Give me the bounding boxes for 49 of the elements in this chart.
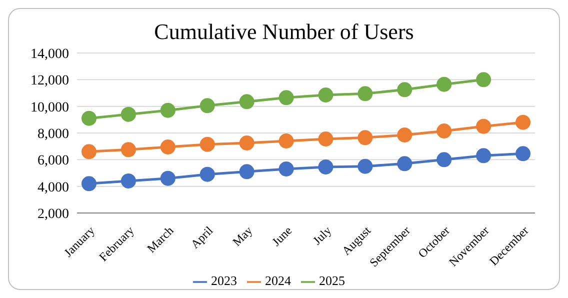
point xyxy=(278,133,294,148)
y-tick-label: 8,000 xyxy=(38,126,69,142)
point xyxy=(397,127,412,142)
legend-label: 2025 xyxy=(319,272,345,288)
point xyxy=(476,118,492,134)
point xyxy=(436,76,452,92)
point xyxy=(239,94,254,110)
point xyxy=(278,161,294,176)
y-tick-label: 4,000 xyxy=(38,180,69,196)
y-tick-label: 10,000 xyxy=(30,100,69,116)
point xyxy=(200,166,215,182)
point xyxy=(120,106,136,122)
y-tick-label: 14,000 xyxy=(30,46,69,62)
x-tick-label: June xyxy=(269,223,295,249)
point xyxy=(278,90,294,106)
x-tick-label: July xyxy=(310,223,334,248)
point xyxy=(397,156,412,172)
point xyxy=(82,176,96,192)
point xyxy=(358,86,373,102)
point xyxy=(120,173,136,188)
point xyxy=(358,130,373,146)
point xyxy=(436,152,452,168)
point xyxy=(318,159,334,174)
point xyxy=(476,72,492,88)
point xyxy=(200,136,215,152)
point xyxy=(516,146,530,162)
point xyxy=(200,98,215,114)
point xyxy=(160,102,176,118)
point xyxy=(516,114,530,130)
point xyxy=(318,131,334,146)
legend-label: 2024 xyxy=(265,272,291,288)
point xyxy=(82,144,96,160)
x-tick-label: May xyxy=(230,223,256,249)
point xyxy=(160,170,176,186)
point xyxy=(318,87,334,102)
y-tick-label: 12,000 xyxy=(30,74,69,89)
point xyxy=(82,110,96,126)
point xyxy=(239,164,254,180)
y-tick-label: 6,000 xyxy=(38,154,69,169)
point xyxy=(397,82,412,98)
y-tick-label: 2,000 xyxy=(38,206,69,222)
point xyxy=(239,135,254,150)
chart-title: Cumulative Number of Users xyxy=(153,19,415,46)
point xyxy=(476,148,492,164)
point xyxy=(436,123,452,138)
point xyxy=(160,139,176,154)
point xyxy=(120,142,136,158)
legend-label: 2023 xyxy=(211,272,237,288)
point xyxy=(358,158,373,174)
